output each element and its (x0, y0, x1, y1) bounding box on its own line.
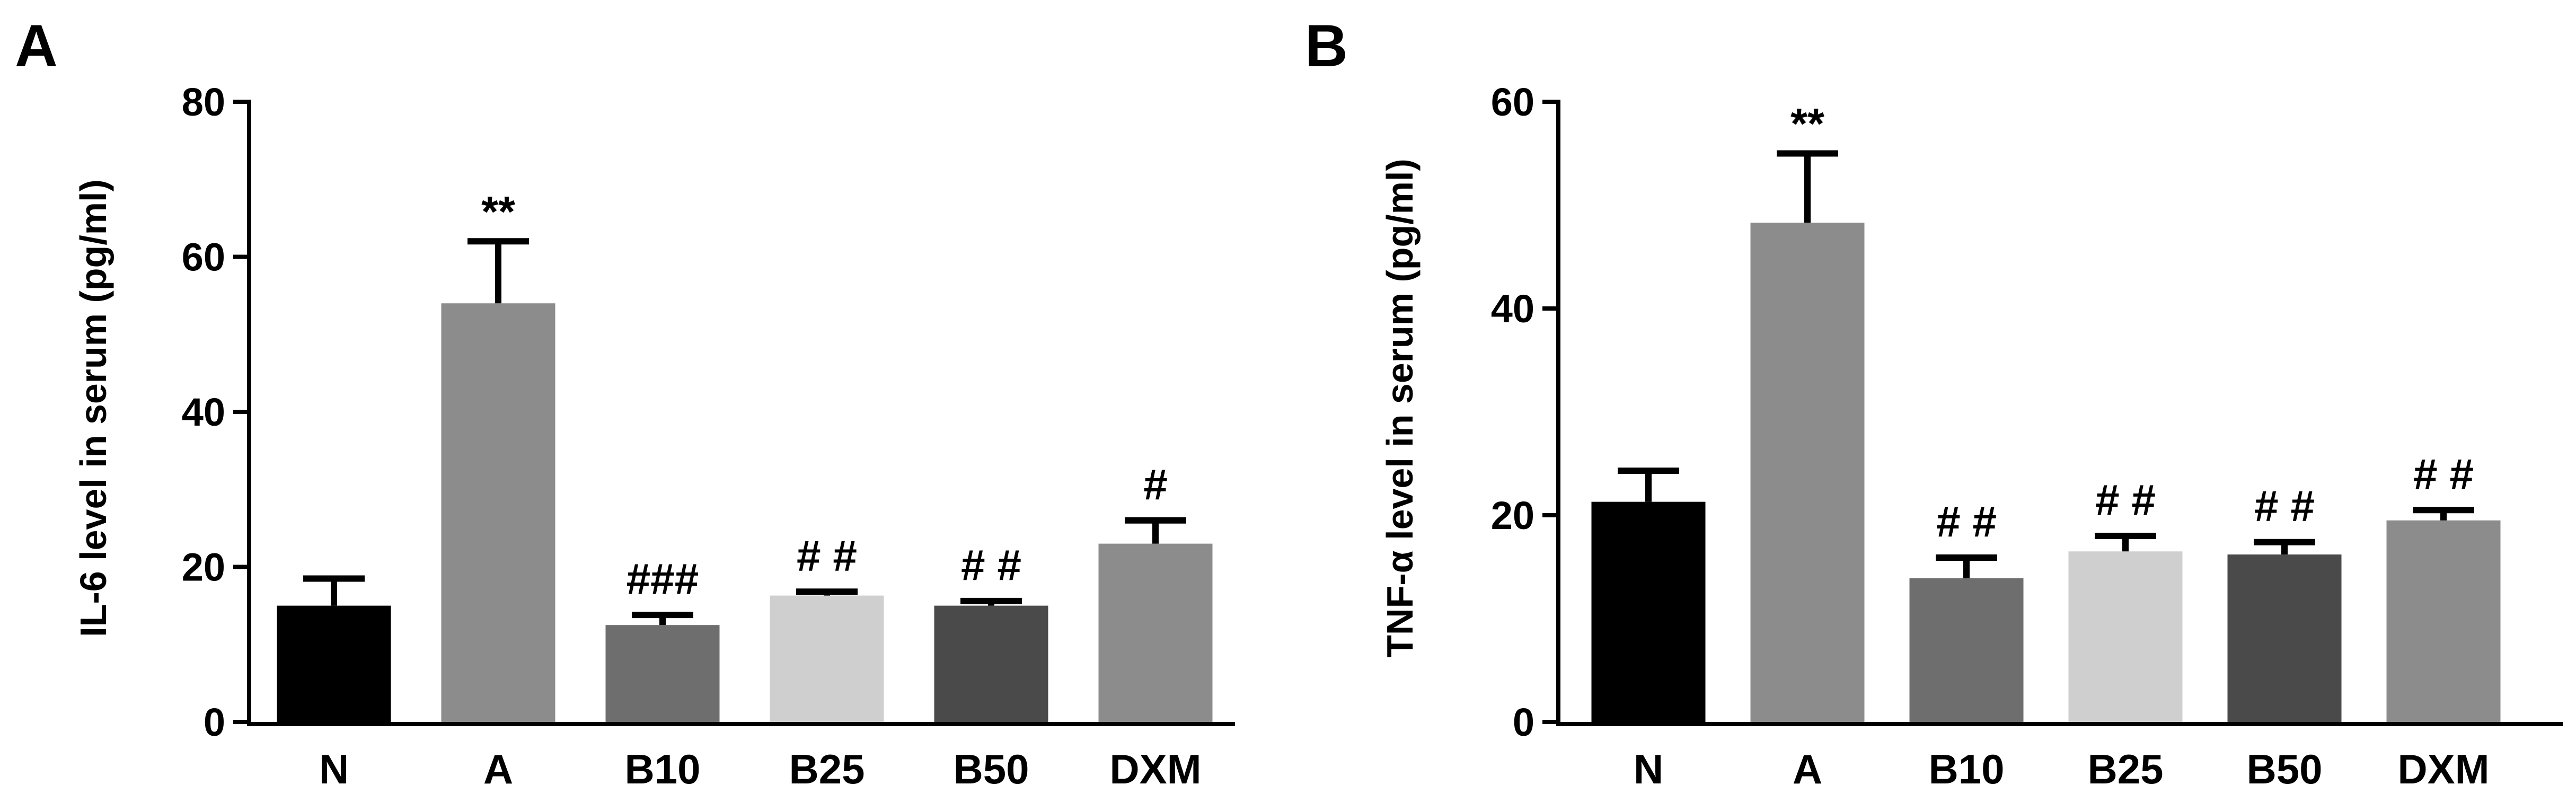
x-category-label-b: DXM (2397, 746, 2489, 792)
y-tick-label-a: 80 (182, 80, 225, 124)
x-category-label-b: A (1793, 746, 1822, 792)
significance-label-b-dxm: # # (2413, 450, 2474, 498)
x-category-label-b: B25 (2087, 746, 2163, 792)
y-tick-label-b: 60 (1491, 80, 1534, 124)
bar-a-dxm (1098, 543, 1213, 722)
x-category-label-a: B50 (953, 746, 1029, 792)
bar-b-n (1591, 501, 1706, 722)
bar-a-b10 (605, 625, 720, 722)
y-tick-label-b: 20 (1491, 493, 1534, 537)
x-category-label-b: B10 (1928, 746, 2004, 792)
bar-b-b10 (1909, 578, 2024, 722)
bar-a-b25 (770, 595, 884, 722)
x-category-label-b: B50 (2246, 746, 2322, 792)
y-tick-label-a: 40 (182, 390, 225, 434)
significance-label-a-b50: # # (961, 541, 1021, 589)
x-category-label-a: N (319, 746, 349, 792)
panel-letter-b: B (1305, 13, 1348, 79)
y-tick-label-a: 0 (204, 700, 225, 744)
bar-b-b25 (2068, 551, 2183, 722)
significance-label-a-b10: ### (627, 555, 699, 603)
y-tick-label-a: 20 (182, 545, 225, 589)
y-axis-title-b: TNF-α level in serum (pg/ml) (1379, 158, 1421, 657)
bar-b-b50 (2227, 554, 2342, 722)
significance-label-b-b50: # # (2254, 482, 2315, 531)
bar-a-n (277, 605, 391, 722)
bar-b-dxm (2386, 520, 2501, 722)
y-tick-label-a: 60 (182, 235, 225, 279)
significance-label-a-a: ** (481, 188, 515, 236)
x-category-label-a: B25 (789, 746, 864, 792)
significance-label-b-b10: # # (1936, 498, 1997, 546)
y-tick-label-b: 40 (1491, 287, 1534, 331)
bar-b-a (1750, 223, 1865, 722)
x-category-label-b: N (1634, 746, 1663, 792)
panel-letter-a: A (15, 13, 58, 79)
significance-label-b-b25: # # (2095, 476, 2156, 524)
bar-a-b50 (934, 605, 1048, 722)
significance-label-a-dxm: # (1143, 461, 1168, 509)
significance-label-b-a: ** (1790, 100, 1824, 148)
bar-a-a (441, 303, 555, 722)
x-category-label-a: A (483, 746, 513, 792)
panel-b: B TNF-α level in serum (pg/ml) 0 20 40 60 N A… (1305, 13, 2563, 792)
significance-label-a-b25: # # (797, 532, 857, 580)
x-category-label-a: B10 (624, 746, 700, 792)
panel-a: A IL-6 level in serum (pg/ml) 0 20 40 60 80 N… (15, 13, 1235, 792)
y-axis-title-a: IL-6 level in serum (pg/ml) (73, 179, 114, 637)
y-tick-label-b: 0 (1513, 700, 1534, 744)
x-category-label-a: DXM (1109, 746, 1201, 792)
